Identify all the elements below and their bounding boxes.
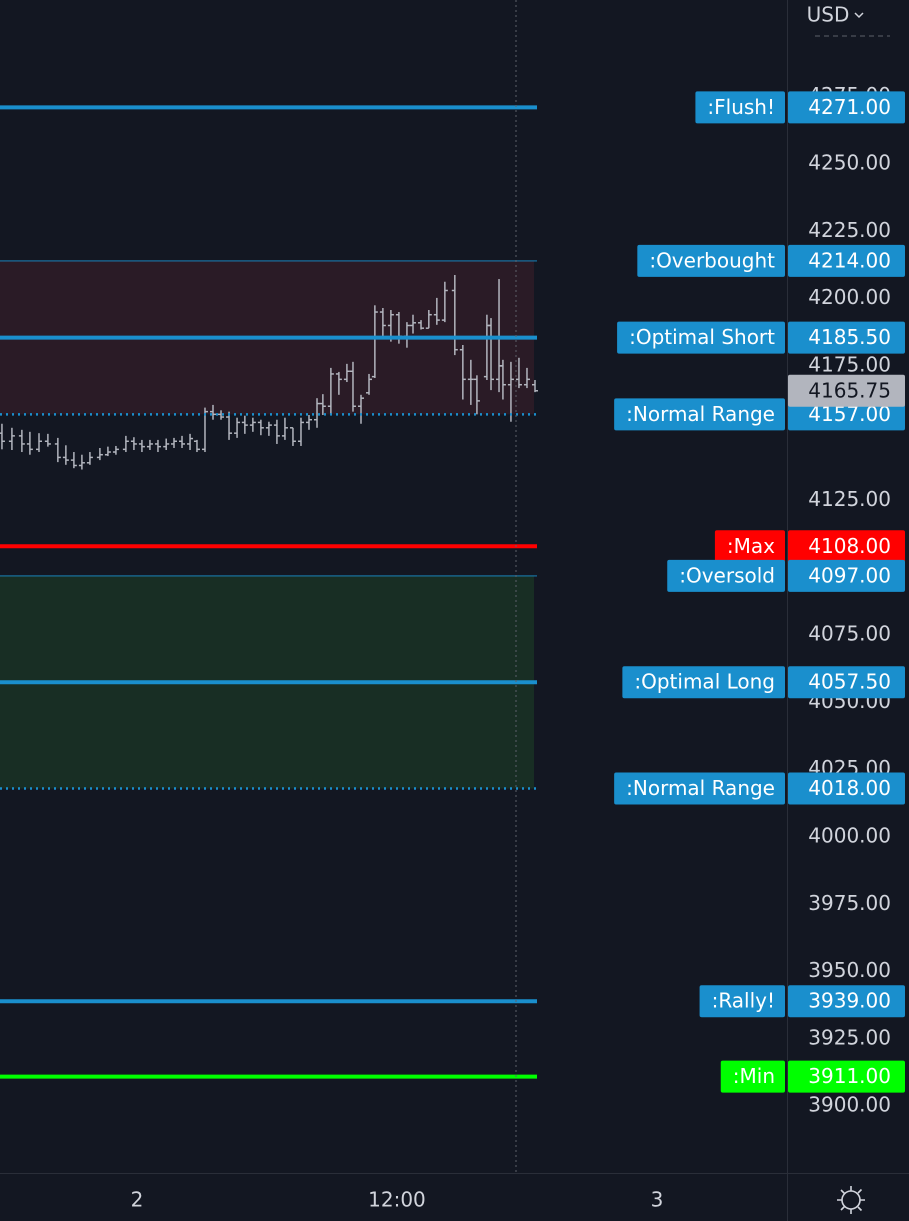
name-badge-label: :Optimal Short <box>629 325 775 349</box>
value-badge-label: 3939.00 <box>808 989 891 1013</box>
name-badge-label: :Min <box>733 1064 775 1088</box>
settings-icon[interactable] <box>837 1186 865 1214</box>
currency[interactable]: USD <box>807 3 850 27</box>
name-badge <box>614 398 785 431</box>
last-price-label: 4165.75 <box>808 378 891 402</box>
value-badge-label: 4185.50 <box>808 325 891 349</box>
y-tick-label: 4200.00 <box>808 285 891 309</box>
y-tick-label: 4175.00 <box>808 352 891 376</box>
value-badge <box>788 1060 905 1093</box>
badge-layer: 4271.00 :Flush! 4214.00 :Overbought 4185.50:… <box>614 91 905 1093</box>
name-badge <box>720 1060 785 1093</box>
y-tick-label: 3900.00 <box>808 1093 891 1117</box>
axis-layer: 3900.003925.003950.003975.004000.004025.… <box>131 83 891 1211</box>
x-tick-label: 2 <box>131 1188 144 1212</box>
value-badge-label: 4214.00 <box>808 248 891 272</box>
value-badge-label: 4271.00 <box>808 95 891 119</box>
value-badge-label: 4018.00 <box>808 776 891 800</box>
y-tick-label: 3950.00 <box>808 958 891 982</box>
currency-chevron[interactable] <box>854 12 864 19</box>
x-tick-label: 12:00 <box>368 1188 426 1212</box>
name-badge-label: :Flush! <box>707 95 775 119</box>
name-badge-label: :Oversold <box>679 563 775 587</box>
value-badge <box>788 666 905 699</box>
name-badge-label: :Normal Range <box>626 402 775 426</box>
value-badge-label: 4057.50 <box>808 670 891 694</box>
name-badge-label: :Overbought <box>649 248 775 272</box>
plot-area <box>0 105 538 1079</box>
name-badge <box>695 91 785 124</box>
y-tick-label: 4225.00 <box>808 218 891 242</box>
y-tick-label: 3925.00 <box>808 1025 891 1049</box>
name-badge <box>714 530 785 563</box>
x-tick-label: 3 <box>651 1188 664 1212</box>
name-badge <box>699 985 785 1018</box>
value-badge <box>788 91 905 124</box>
name-badge <box>614 772 785 805</box>
name-badge <box>622 666 785 699</box>
value-badge <box>788 244 905 277</box>
value-badge <box>788 530 905 563</box>
y-tick-label: 4000.00 <box>808 824 891 848</box>
value-badge <box>788 985 905 1018</box>
value-badge-label: 4108.00 <box>808 534 891 558</box>
value-badge <box>788 559 905 592</box>
name-badge-label: :Normal Range <box>626 776 775 800</box>
value-badge-label: 3911.00 <box>808 1064 891 1088</box>
value-badge-label: 4097.00 <box>808 563 891 587</box>
y-tick-label: 4075.00 <box>808 622 891 646</box>
y-tick-label: 4125.00 <box>808 487 891 511</box>
name-badge-label: :Max <box>727 534 775 558</box>
last-price-badge <box>788 374 905 407</box>
name-badge <box>617 321 785 354</box>
value-badge <box>788 772 905 805</box>
name-badge <box>667 559 785 592</box>
y-tick-label: 4250.00 <box>808 150 891 174</box>
name-badge <box>637 244 785 277</box>
value-badge <box>788 321 905 354</box>
y-tick-label: 3975.00 <box>808 891 891 915</box>
name-badge-label: :Rally! <box>712 989 775 1013</box>
name-badge-label: :Optimal Long <box>634 670 775 694</box>
